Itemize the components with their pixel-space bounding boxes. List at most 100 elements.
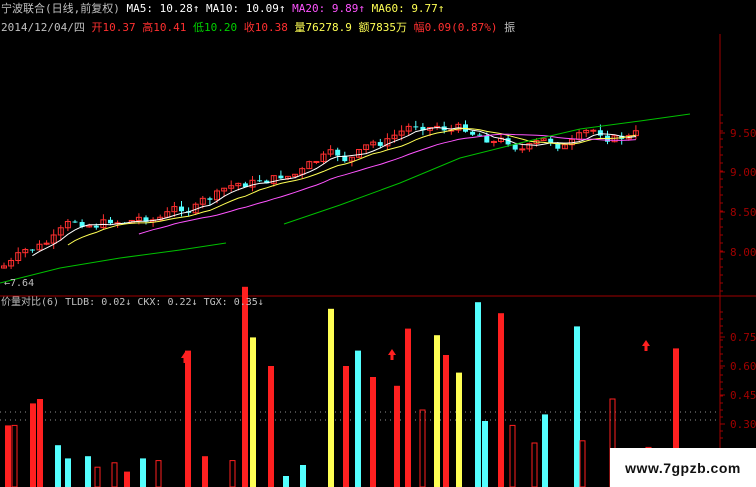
quote-amount: 额7835万 [358, 21, 407, 34]
indicator-bar [65, 458, 71, 487]
indicator-bar [268, 366, 274, 487]
candle-body-up [391, 134, 398, 140]
candle-body-down [278, 175, 284, 179]
candle-body-up [285, 175, 291, 179]
candle-body-up [135, 216, 142, 221]
indicator-bar-hollow [579, 440, 586, 487]
candle-body-down [143, 217, 149, 222]
candle-body-down [512, 144, 518, 150]
candle-body-up [526, 143, 533, 150]
indicator-bar [343, 366, 349, 487]
candle-body-up [64, 221, 71, 229]
candle-body-up [50, 234, 57, 244]
ma60-line-a [0, 242, 227, 284]
ma5-label: MA5: 10.28↑ [126, 2, 200, 15]
candle-body-down [335, 149, 341, 156]
indicator-bar [300, 465, 306, 487]
candle-body-up [22, 249, 29, 254]
candle-body-up [1, 265, 7, 269]
quote-close: 收10.38 [243, 21, 288, 34]
quote-low: 低10.20 [192, 21, 238, 34]
indicator-bar [434, 335, 440, 487]
candle-body-up [43, 242, 50, 245]
indicator-tick-label: 0.60 [730, 360, 756, 373]
indicator-bar-hollow [155, 460, 162, 487]
price-tick-label: 8.50 [730, 206, 756, 219]
candle-body-up [292, 173, 299, 177]
indicator-bar-hollow [509, 424, 516, 487]
indicator-bar [328, 308, 334, 487]
candle-body-up [490, 140, 497, 144]
candle-body-up [57, 227, 64, 236]
candle-body-up [327, 149, 334, 155]
indicator-bar [250, 337, 256, 487]
candle-body-down [93, 225, 99, 228]
candle-body-down [505, 138, 511, 145]
price-tick-label: 9.50 [730, 127, 756, 140]
candle-body-down [413, 126, 419, 128]
candle-body-up [235, 182, 242, 187]
candle-body-down [597, 130, 603, 136]
candle-body-up [348, 156, 355, 162]
candle-body-up [36, 243, 43, 251]
indicator-bar [574, 326, 580, 487]
stock-title: 宁波联合(日线,前复权) [1, 2, 120, 15]
candle-body-up [249, 179, 256, 188]
ma10-line [67, 127, 636, 246]
candle-body-up [561, 144, 568, 150]
ma60-label: MA60: 9.77↑ [371, 2, 445, 15]
candle-body-up [590, 129, 597, 132]
candle-body-up [519, 148, 526, 151]
indicator-bar-hollow [609, 398, 616, 487]
candle-body-up [15, 252, 22, 261]
indicator-bar [5, 425, 11, 487]
indicator-tick-label: 0.45 [730, 389, 756, 402]
indicator-bar [30, 403, 36, 487]
indicator-bar [542, 414, 548, 487]
indicator-bar [498, 313, 504, 487]
indicator-tick-label: 0.75 [730, 331, 756, 344]
indicator-bar [355, 350, 361, 487]
candle-body-up [363, 144, 370, 150]
candle-body-down [377, 142, 383, 146]
candle-body-down [72, 221, 78, 223]
header-line: 宁波联合(日线,前复权) MA5: 10.28↑ MA10: 10.09↑ MA… [1, 2, 444, 15]
candle-body-up [398, 130, 405, 136]
tldb-label: TLDB: 0.02↓ [65, 297, 132, 308]
indicator-bar-hollow [419, 409, 426, 487]
candle-body-up [384, 138, 391, 147]
candle-body-up [8, 259, 15, 267]
price-tick-label: 9.00 [730, 166, 756, 179]
candle-body-down [555, 142, 561, 149]
candle-body-up [221, 187, 228, 192]
candle-body-down [179, 206, 184, 212]
indicator-bar [242, 286, 248, 487]
indicator-header: 价量对比(6) TLDB: 0.02↓ CKX: 0.22↓ TGX: 0.35… [1, 296, 264, 309]
indicator-bar [475, 302, 481, 487]
quote-change: 幅0.09(0.87%) [413, 21, 498, 34]
ma60-line-b [283, 113, 691, 225]
candle-body-up [356, 148, 362, 158]
candle-body-up [270, 175, 277, 184]
signal-arrow-icon [388, 349, 396, 360]
indicator-bar [202, 456, 208, 487]
indicator-bar [37, 399, 43, 487]
candle-body-up [455, 123, 462, 131]
indicator-bar [443, 355, 449, 487]
indicator-bar [55, 445, 61, 487]
candle-body-down [342, 155, 348, 162]
candle-body-down [79, 222, 85, 227]
candle-body-down [420, 126, 426, 131]
quote-extra: 振 [504, 21, 516, 34]
watermark: www.7gpzb.com [610, 448, 756, 487]
quote-open: 开10.37 [91, 21, 136, 34]
indicator-bar-hollow [11, 424, 18, 487]
candle-body-up [86, 225, 93, 228]
candle-body-up [583, 129, 590, 134]
indicator-bar [482, 421, 488, 487]
candle-body-down [470, 131, 476, 135]
candle-body-up [199, 197, 206, 205]
ma20-label: MA20: 9.89↑ [292, 2, 365, 15]
quote-volume: 量76278.9 [294, 21, 352, 34]
